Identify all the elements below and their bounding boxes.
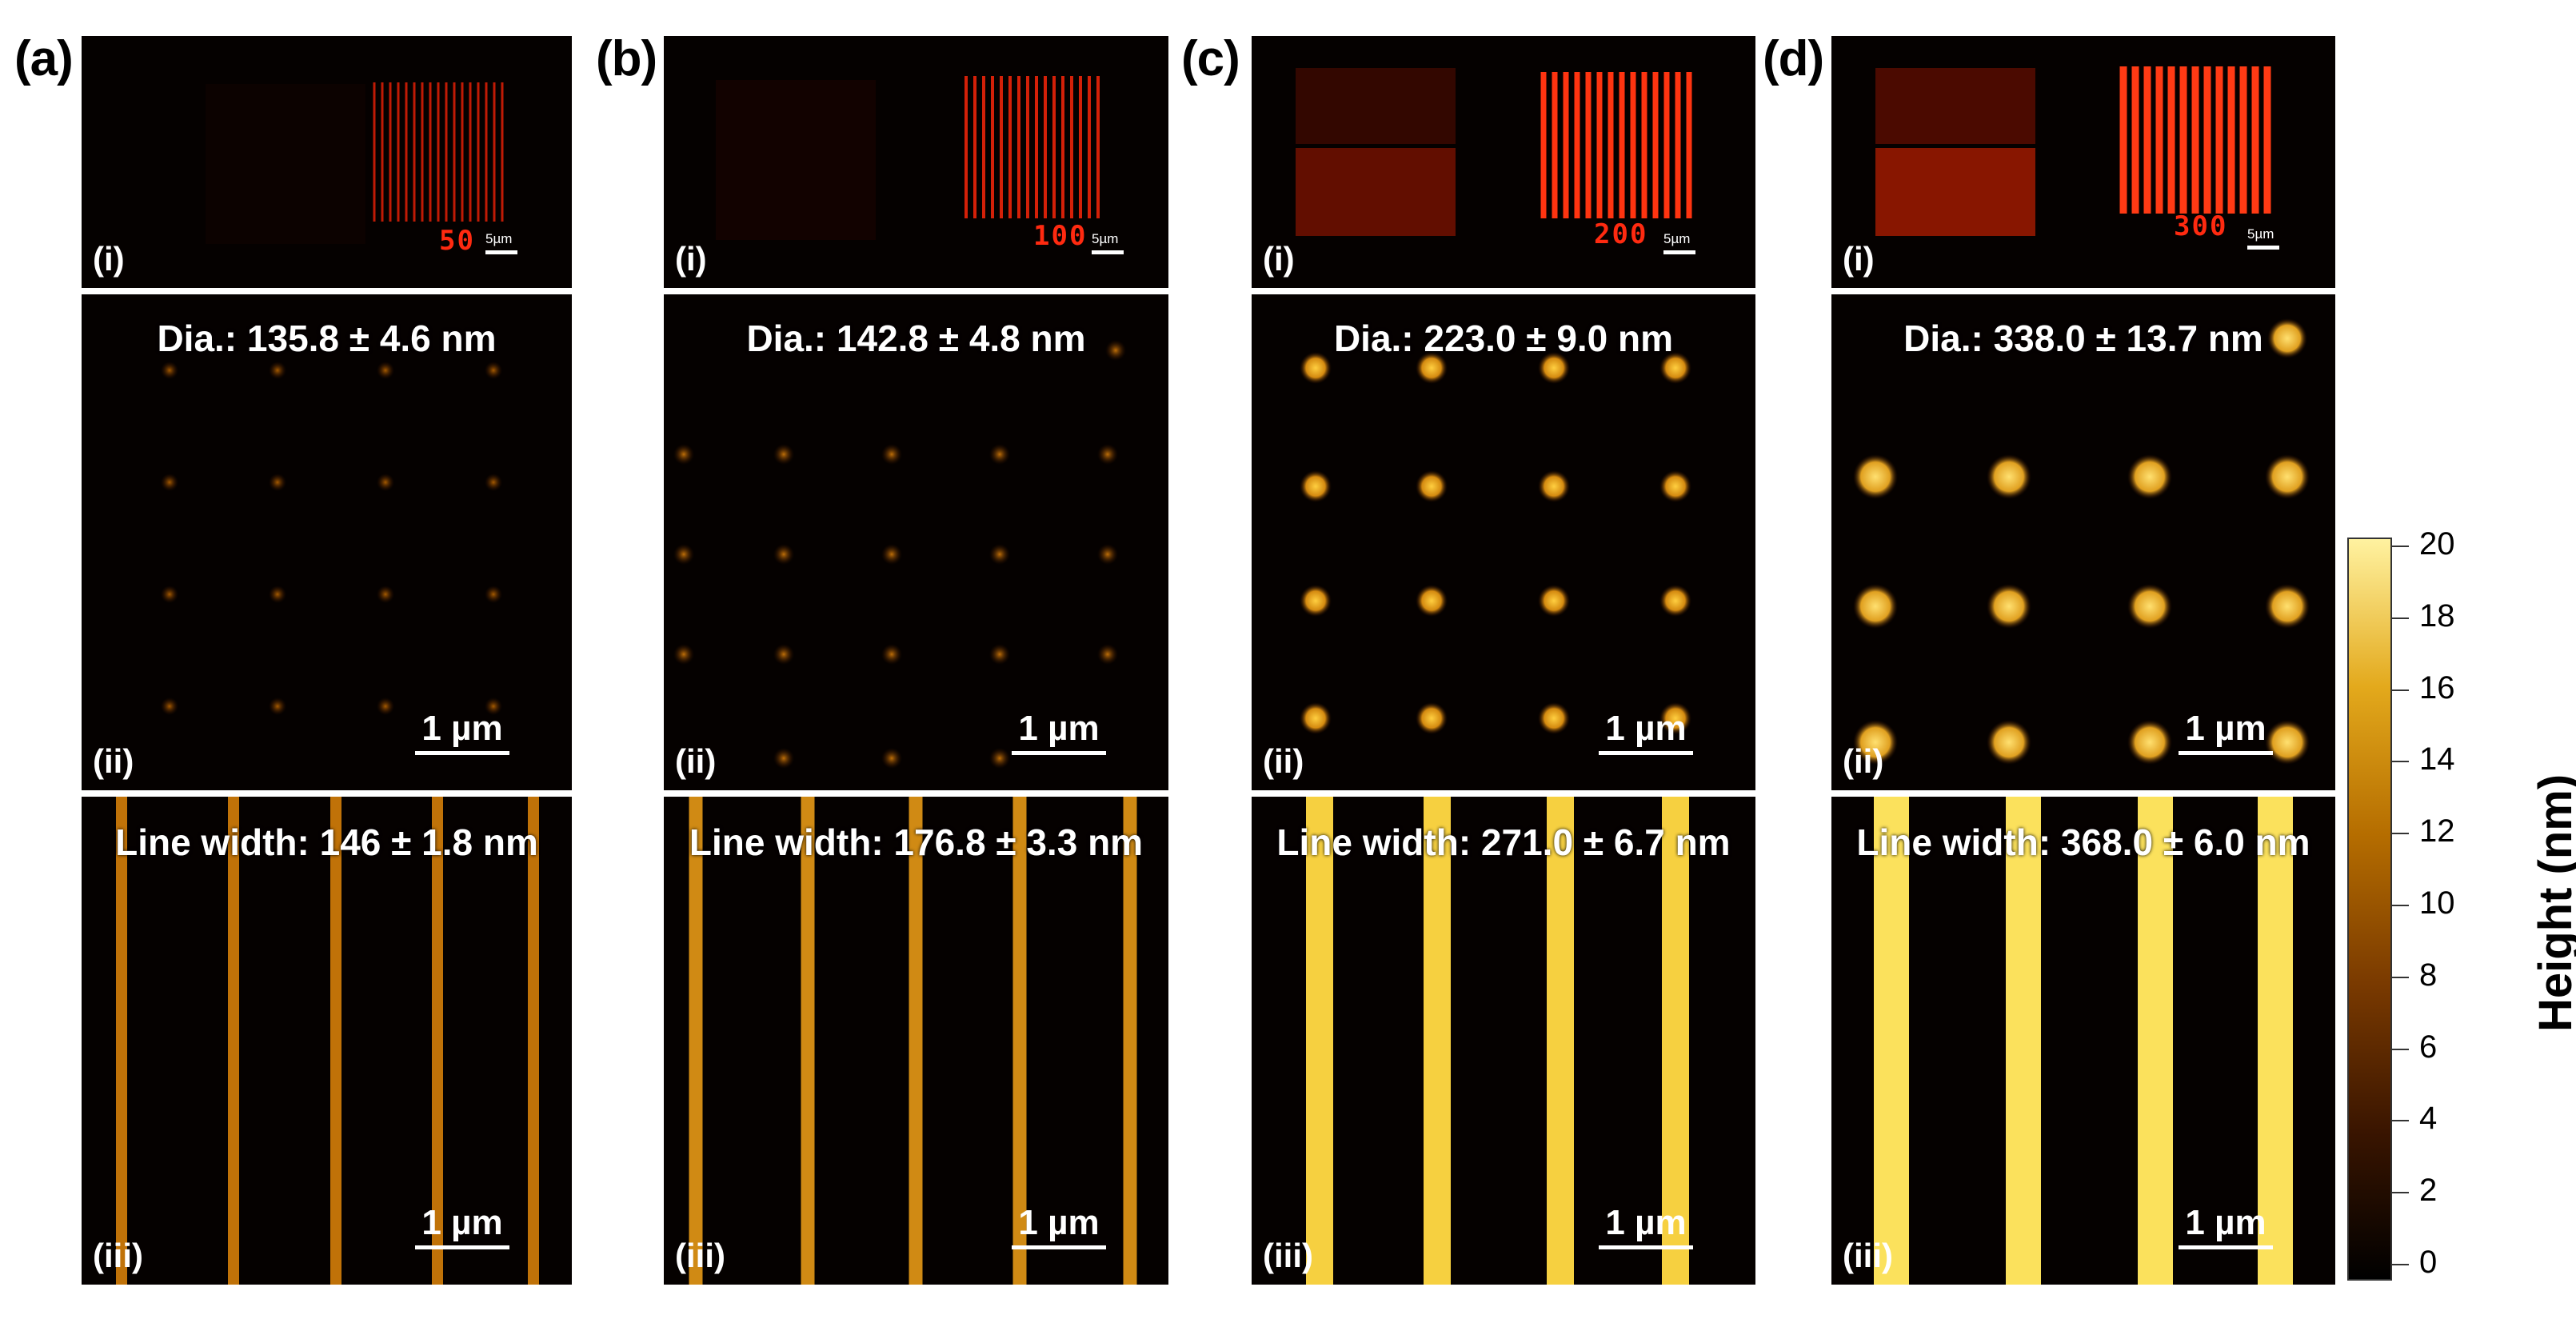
scale-bar-1um-a	[415, 751, 509, 755]
colorbar-tick-label: 18	[2419, 598, 2455, 634]
colorbar-tick-label: 20	[2419, 526, 2455, 562]
optical-image-d: 300 5µm (i)	[1831, 36, 2335, 288]
colorbar-tick-mark	[2391, 1264, 2409, 1265]
afm-lines-b: Line width: 176.8 ± 3.3 nm 1 µm (iii)	[664, 797, 1168, 1285]
colorbar-tick-label: 0	[2419, 1245, 2438, 1280]
scale-bar-5um-d	[2247, 246, 2279, 250]
sublabel-ii-a: (ii)	[93, 742, 134, 780]
scale-bar-1um-a2	[415, 1245, 509, 1249]
dot-diameter-a: Dia.: 135.8 ± 4.6 nm	[157, 318, 497, 359]
scale-text-5um-b: 5µm	[1092, 231, 1119, 246]
colorbar-tick-mark	[2391, 905, 2409, 906]
scale-bar-1um-c	[1599, 751, 1693, 755]
line-grating	[373, 82, 504, 222]
afm-dots-c: Dia.: 223.0 ± 9.0 nm 1 µm (ii)	[1252, 294, 1755, 790]
scale-text-5um-a: 5µm	[485, 231, 513, 246]
colorbar-tick-mark	[2391, 976, 2409, 978]
dose-value-c: 200	[1594, 218, 1648, 250]
panel-label-b: (b)	[596, 31, 657, 86]
colorbar-tick-label: 12	[2419, 813, 2455, 849]
sublabel-iii-c: (iii)	[1263, 1237, 1313, 1274]
optical-image-a: 50 5µm (i)	[82, 36, 572, 288]
scale-text-1um-b: 1 µm	[1018, 709, 1100, 748]
dose-value-a: 50	[439, 225, 475, 257]
scale-bar-1um-d	[2179, 751, 2273, 755]
sublabel-i-a: (i)	[93, 240, 125, 278]
scale-bar-5um-c	[1663, 250, 1695, 254]
afm-lines-d: Line width: 368.0 ± 6.0 nm 1 µm (iii)	[1831, 797, 2335, 1285]
line-width-d: Line width: 368.0 ± 6.0 nm	[1856, 821, 2310, 863]
dot-diameter-b: Dia.: 142.8 ± 4.8 nm	[746, 318, 1086, 359]
scale-text-1um-a: 1 µm	[421, 709, 503, 748]
colorbar-tick-label: 6	[2419, 1029, 2438, 1065]
dot-diameter-c: Dia.: 223.0 ± 9.0 nm	[1333, 318, 1674, 359]
scale-bar-1um-d2	[2179, 1245, 2273, 1249]
colorbar-title: Height (nm)	[2530, 773, 2576, 1032]
scale-text-5um-c: 5µm	[1663, 231, 1691, 246]
scale-text-1um-c2: 1 µm	[1605, 1203, 1687, 1242]
scale-text-1um-b2: 1 µm	[1018, 1203, 1100, 1242]
sublabel-ii-d: (ii)	[1843, 742, 1884, 780]
colorbar-tick-mark	[2391, 689, 2409, 691]
colorbar-tick-label: 2	[2419, 1173, 2438, 1209]
optical-image-b: 100 5µm (i)	[664, 36, 1168, 288]
afm-dots-d: Dia.: 338.0 ± 13.7 nm 1 µm (ii)	[1831, 294, 2335, 790]
scale-text-1um-a2: 1 µm	[421, 1203, 503, 1242]
panel-label-c: (c)	[1181, 31, 1240, 86]
colorbar-tick-label: 14	[2419, 741, 2455, 777]
sublabel-ii-b: (ii)	[675, 742, 717, 780]
sublabel-iii-b: (iii)	[675, 1237, 725, 1274]
sublabel-i-d: (i)	[1843, 240, 1875, 278]
scale-bar-1um-b2	[1012, 1245, 1106, 1249]
colorbar-tick-label: 10	[2419, 885, 2455, 921]
scale-text-1um-d: 1 µm	[2185, 709, 2266, 748]
scale-bar-5um-a	[485, 250, 517, 254]
scale-bar-1um-c2	[1599, 1245, 1693, 1249]
colorbar-tick-mark	[2391, 761, 2409, 763]
colorbar-tick-label: 4	[2419, 1101, 2438, 1137]
dot-diameter-d: Dia.: 338.0 ± 13.7 nm	[1903, 318, 2263, 359]
afm-dots-b: Dia.: 142.8 ± 4.8 nm 1 µm (ii)	[664, 294, 1168, 790]
optical-image-c: 200 5µm (i)	[1252, 36, 1755, 288]
sublabel-ii-c: (ii)	[1263, 742, 1304, 780]
colorbar-tick-mark	[2391, 1120, 2409, 1122]
panel-label-a: (a)	[14, 31, 74, 86]
sublabel-iii-a: (iii)	[93, 1237, 143, 1274]
dose-value-d: 300	[2174, 210, 2228, 242]
sublabel-iii-d: (iii)	[1843, 1237, 1893, 1274]
sublabel-i-c: (i)	[1263, 240, 1295, 278]
scale-bar-5um-b	[1092, 250, 1124, 254]
panel-label-d: (d)	[1763, 31, 1824, 86]
colorbar-tick-mark	[2391, 833, 2409, 835]
colorbar-tick-mark	[2391, 546, 2409, 547]
line-width-c: Line width: 271.0 ± 6.7 nm	[1276, 821, 1731, 863]
colorbar-tick-label: 16	[2419, 669, 2455, 705]
scale-bar-1um-b	[1012, 751, 1106, 755]
height-colorbar	[2347, 538, 2392, 1281]
colorbar-tick-mark	[2391, 1192, 2409, 1194]
scale-text-1um-c: 1 µm	[1605, 709, 1687, 748]
dose-value-b: 100	[1033, 220, 1088, 252]
scale-text-5um-d: 5µm	[2247, 226, 2274, 242]
line-width-b: Line width: 176.8 ± 3.3 nm	[689, 821, 1144, 863]
colorbar-tick-mark	[2391, 617, 2409, 619]
scale-text-1um-d2: 1 µm	[2185, 1203, 2266, 1242]
afm-dots-a: Dia.: 135.8 ± 4.6 nm 1 µm (ii)	[82, 294, 572, 790]
line-width-a: Line width: 146 ± 1.8 nm	[115, 821, 538, 863]
colorbar-tick-mark	[2391, 1048, 2409, 1050]
afm-lines-c: Line width: 271.0 ± 6.7 nm 1 µm (iii)	[1252, 797, 1755, 1285]
sublabel-i-b: (i)	[675, 240, 707, 278]
afm-lines-a: Line width: 146 ± 1.8 nm 1 µm (iii)	[82, 797, 572, 1285]
colorbar-tick-label: 8	[2419, 957, 2438, 993]
